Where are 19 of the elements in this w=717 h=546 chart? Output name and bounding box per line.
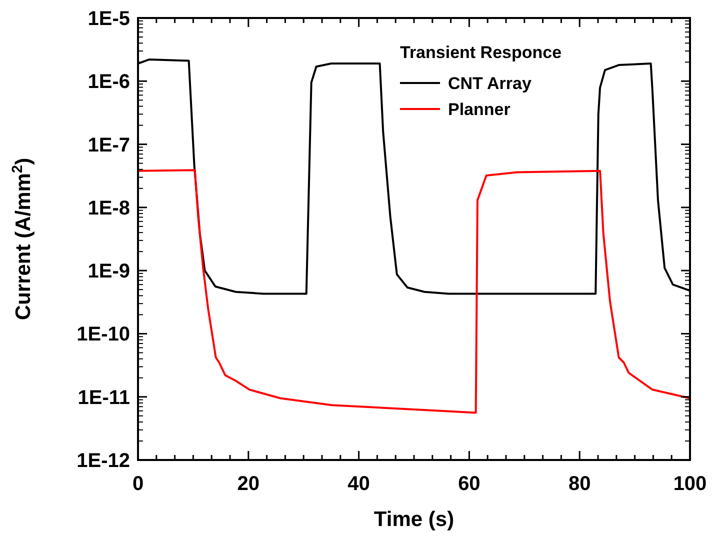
x-tick-label: 20 (237, 473, 260, 495)
legend-label: Planner (448, 100, 511, 119)
y-tick-label: 1E-12 (76, 450, 130, 472)
y-tick-label: 1E-8 (88, 197, 130, 220)
x-tick-label: 100 (673, 473, 707, 495)
y-tick-label: 1E-5 (88, 8, 130, 30)
line-series (137, 169, 691, 414)
x-tick-label: 40 (348, 473, 370, 495)
x-tick-label: 80 (568, 473, 591, 495)
y-tick-label: 1E-7 (88, 134, 130, 156)
y-tick-label: 1E-9 (88, 260, 130, 283)
y-tick-label: 1E-11 (78, 386, 130, 409)
x-tick-label: 0 (132, 473, 144, 495)
x-tick-label: 60 (458, 473, 480, 495)
x-axis-title: Time (s) (374, 508, 454, 531)
y-tick-label: 1E-6 (88, 71, 130, 94)
y-tick-label: 1E-10 (76, 324, 130, 346)
legend-title: Transient Responce (400, 43, 562, 62)
legend-label: CNT Array (448, 74, 532, 93)
